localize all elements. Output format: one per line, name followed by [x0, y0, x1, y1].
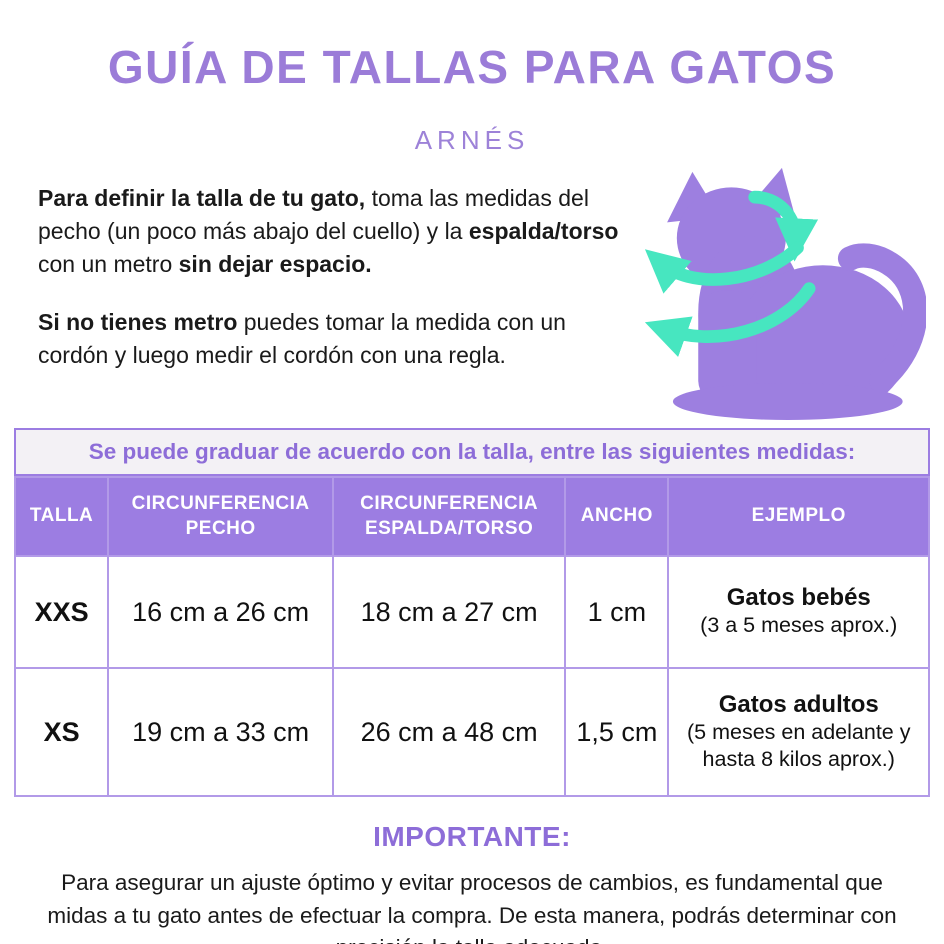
page-subtitle: ARNÉS	[414, 124, 530, 155]
measuring-instructions-paragraph: Para definir la talla de tu gato, toma l…	[38, 182, 634, 281]
ejemplo-title-xs: Gatos adultos	[718, 690, 879, 718]
col-header-circunferencia-espalda-torso: CIRCUNFERENCIA ESPALDA/TORSO	[332, 475, 567, 558]
ejemplo-note-xs: (5 meses en adelante y hasta 8 kilos apr…	[686, 719, 911, 772]
cat-silhouette-with-measure-arrows-icon	[644, 167, 926, 420]
intro-text: Para definir la talla de tu gato, toma l…	[38, 182, 634, 398]
cell-talla-xs: XS	[13, 667, 110, 798]
intro-bold-2: espalda/torso	[468, 217, 619, 244]
intro-bold-3: sin dejar espacio.	[178, 250, 372, 277]
cell-talla-xxs: XXS	[13, 555, 110, 670]
table-caption: Se puede graduar de acuerdo con la talla…	[14, 427, 930, 476]
col-header-ancho: ANCHO	[564, 475, 670, 558]
cell-espalda-xs: 26 cm a 48 cm	[332, 667, 567, 798]
important-text: Para asegurar un ajuste óptimo y evitar …	[47, 870, 897, 944]
intro-text-3: puedes tomar la medida con un cordón y l…	[38, 309, 566, 369]
intro-bold-4: Si no tienes metro	[38, 309, 238, 336]
cell-pecho-xs: 19 cm a 33 cm	[107, 667, 335, 798]
col-header-circunferencia-pecho: CIRCUNFERENCIA PECHO	[107, 475, 335, 558]
cell-ejemplo-xxs: Gatos bebés (3 a 5 meses aprox.)	[667, 555, 930, 670]
cell-espalda-xxs: 18 cm a 27 cm	[332, 555, 567, 670]
page-title: GUÍA DE TALLAS PARA GATOS	[107, 41, 837, 93]
table-header-row: TALLA CIRCUNFERENCIA PECHO CIRCUNFERENCI…	[13, 475, 930, 558]
table-row-xs: XS 19 cm a 33 cm 26 cm a 48 cm 1,5 cm Ga…	[13, 667, 930, 798]
col-header-ejemplo: EJEMPLO	[667, 475, 930, 558]
size-table: TALLA CIRCUNFERENCIA PECHO CIRCUNFERENCI…	[13, 475, 930, 798]
ejemplo-title-xxs: Gatos bebés	[726, 584, 871, 612]
intro-text-2: con un metro	[38, 250, 179, 277]
important-heading: IMPORTANTE:	[373, 821, 571, 853]
cell-ejemplo-xs: Gatos adultos (5 meses en adelante y has…	[667, 667, 930, 798]
no-tape-measure-paragraph: Si no tienes metro puedes tomar la medid…	[38, 306, 634, 372]
intro-section: Para definir la talla de tu gato, toma l…	[0, 156, 944, 422]
table-row-xxs: XXS 16 cm a 26 cm 18 cm a 27 cm 1 cm Gat…	[13, 555, 930, 670]
cat-measurement-illustration	[634, 164, 926, 422]
intro-text-1: toma las medidas del pecho (un poco más …	[38, 184, 589, 244]
col-header-talla: TALLA	[13, 475, 110, 558]
cell-ancho-xs: 1,5 cm	[564, 667, 670, 798]
cell-ancho-xxs: 1 cm	[564, 555, 670, 670]
ejemplo-note-xxs: (3 a 5 meses aprox.)	[700, 613, 898, 638]
cell-pecho-xxs: 16 cm a 26 cm	[107, 555, 335, 670]
intro-bold-1: Para definir la talla de tu gato,	[38, 184, 366, 211]
